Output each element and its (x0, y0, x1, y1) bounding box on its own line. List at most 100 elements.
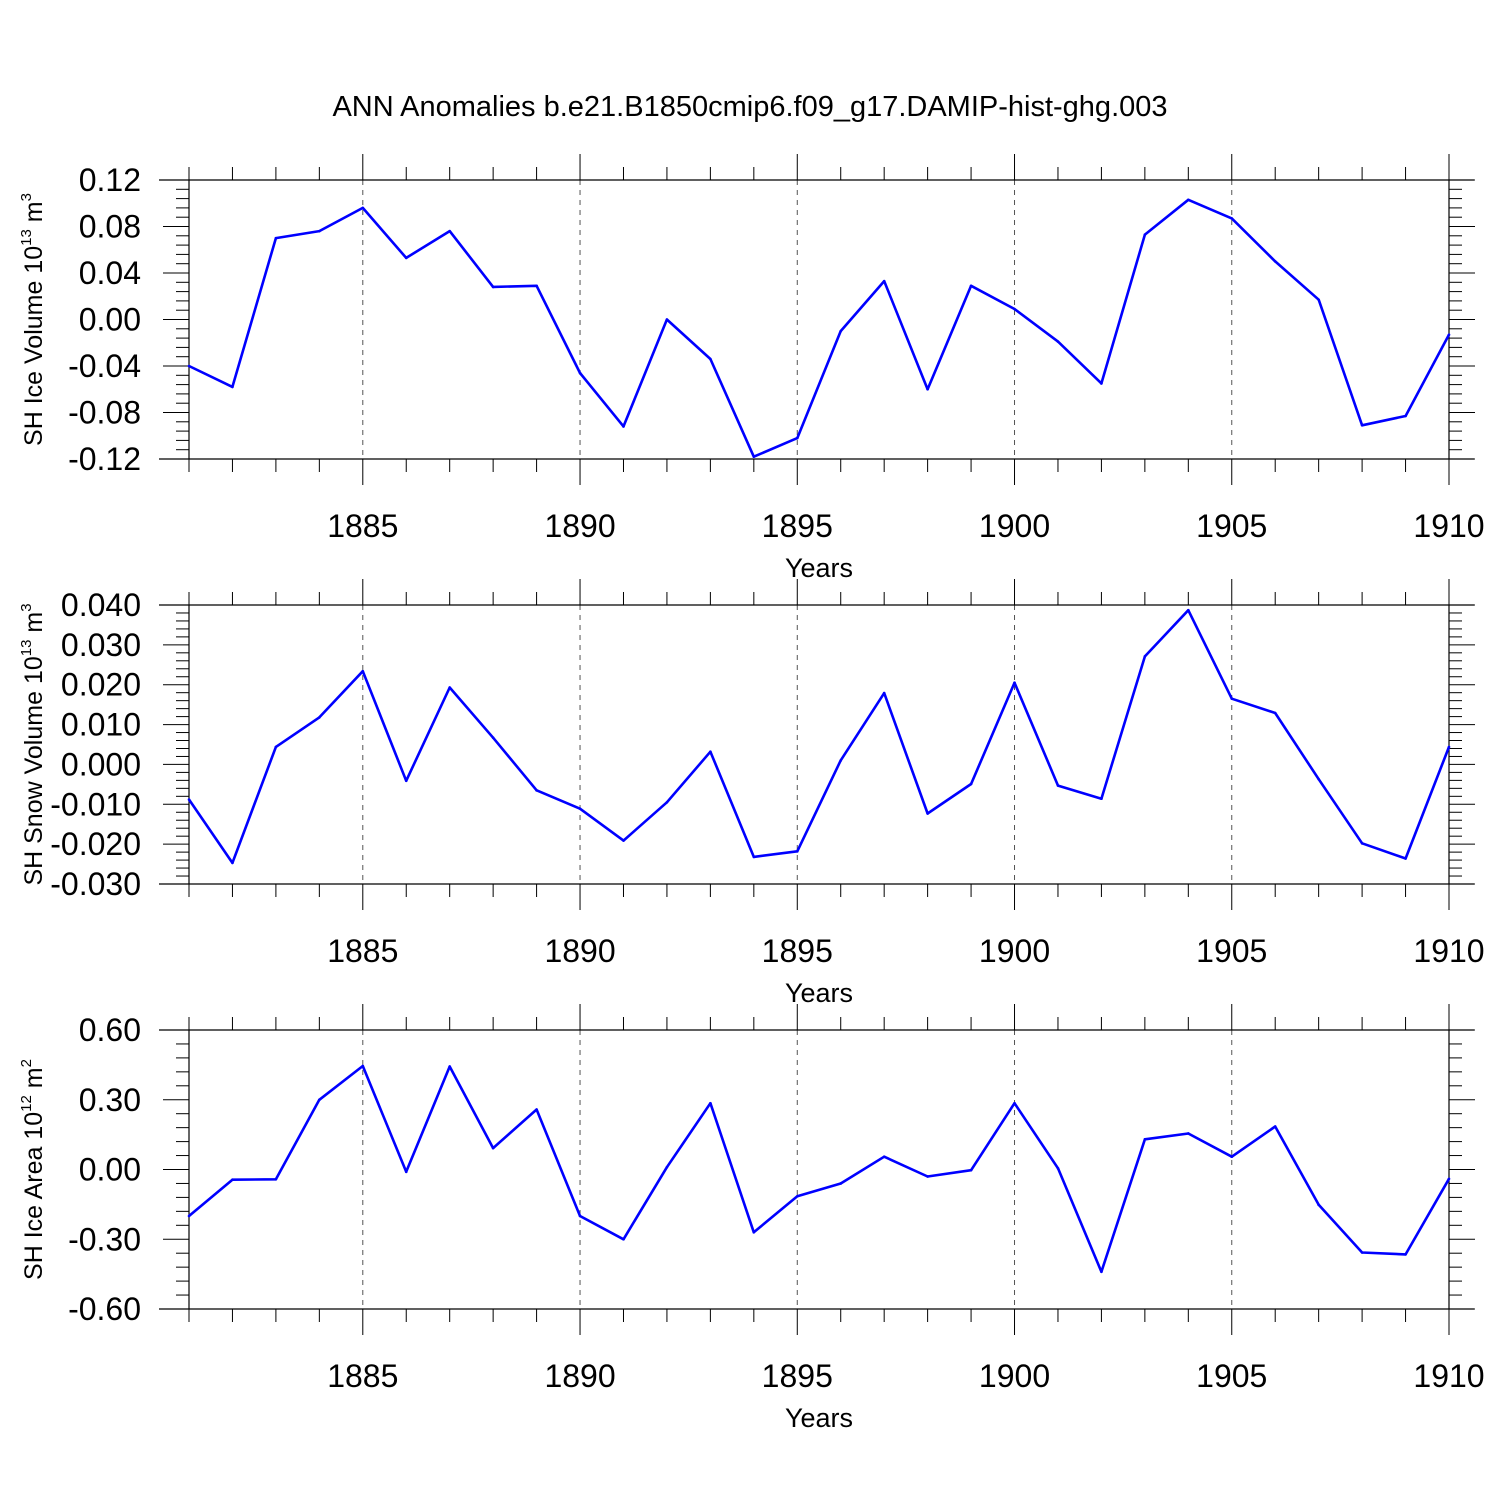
data-point (1013, 307, 1016, 311)
x-axis-label: Years (785, 1403, 853, 1433)
data-point (1447, 745, 1451, 749)
data-point (795, 436, 799, 440)
data-point (1404, 1253, 1407, 1256)
x-tick-label: 1900 (979, 508, 1050, 544)
data-point (1056, 784, 1060, 787)
data-point (448, 686, 451, 689)
data-point (1360, 842, 1364, 845)
data-point (404, 779, 408, 783)
data-point (1100, 382, 1103, 385)
data-point (535, 284, 538, 288)
y-tick-label: 0.08 (79, 209, 141, 245)
y-axis-label: SH Snow Volume 1013 m3 (18, 603, 48, 885)
data-point (361, 1064, 365, 1068)
data-point (1230, 697, 1234, 700)
y-tick-label: 0.60 (79, 1012, 141, 1048)
data-point (1360, 423, 1364, 427)
data-point (187, 798, 191, 801)
series-line (187, 608, 1451, 865)
data-point (1230, 1155, 1234, 1159)
data-point (1273, 711, 1277, 715)
panel-1: 1885 1890 1895 1900 1905 1910 Years 0.12 0.08 0.0… (18, 154, 1485, 583)
data-point (1187, 608, 1190, 612)
x-tick-label: 1905 (1196, 933, 1267, 969)
data-point (231, 385, 234, 389)
data-point (1360, 1251, 1364, 1254)
data-point (1230, 217, 1234, 220)
data-point (1187, 1132, 1190, 1135)
data-point (1143, 233, 1147, 236)
data-point (752, 455, 756, 458)
data-point (882, 279, 886, 283)
data-point (231, 861, 234, 865)
y-tick-label: 0.04 (79, 255, 141, 291)
data-point (926, 387, 929, 391)
data-point (1317, 777, 1320, 781)
x-axis-label: Years (785, 553, 853, 583)
x-tick-label: 1895 (762, 508, 833, 544)
data-point (752, 855, 756, 859)
data-point (491, 736, 495, 740)
y-tick-label: -0.020 (50, 826, 141, 862)
data-point (1187, 198, 1190, 202)
x-tick-label: 1890 (544, 1358, 615, 1394)
figure-title: ANN Anomalies b.e21.B1850cmip6.f09_g17.D… (332, 91, 1167, 123)
x-tick-label: 1890 (544, 933, 615, 969)
data-point (622, 425, 625, 428)
data-point (361, 669, 365, 673)
y-tick-label: -0.030 (50, 866, 141, 902)
data-point (1056, 1167, 1060, 1170)
data-point (665, 800, 669, 804)
data-point (448, 229, 451, 233)
y-axis-label: SH Ice Area 1012 m2 (18, 1059, 48, 1280)
y-tick-label: 0.030 (61, 627, 141, 663)
data-point (882, 1155, 886, 1159)
data-point (1143, 655, 1147, 658)
data-point (969, 1168, 973, 1172)
data-point (665, 318, 669, 321)
data-point (839, 1182, 843, 1185)
data-point (795, 850, 799, 853)
data-point (1013, 1101, 1016, 1105)
data-point (1404, 414, 1407, 418)
data-point (274, 1177, 278, 1181)
data-point (274, 745, 278, 749)
y-tick-label: 0.30 (79, 1082, 141, 1118)
y-tick-label: 0.010 (61, 707, 141, 743)
y-tick-label: 0.000 (61, 746, 141, 782)
data-point (926, 1175, 929, 1178)
data-point (1143, 1137, 1147, 1141)
y-tick-label: 0.040 (61, 587, 141, 623)
data-point (1404, 857, 1407, 860)
data-point (1100, 1270, 1103, 1274)
y-axis-label: SH Ice Volume 1013 m3 (18, 193, 48, 446)
data-point (926, 812, 929, 815)
data-point (1317, 1203, 1320, 1207)
x-tick-label: 1905 (1196, 1358, 1267, 1394)
data-point (318, 716, 321, 719)
data-point (1447, 333, 1451, 336)
y-tick-label: -0.12 (68, 441, 141, 477)
y-tick-label: 0.00 (79, 302, 141, 338)
data-point (969, 782, 973, 786)
panel-2: 1885 1890 1895 1900 1905 1910 Years 0.040 0.030 0… (18, 579, 1485, 1008)
x-axis-label: Years (785, 978, 853, 1008)
data-point (231, 1178, 234, 1182)
data-point (839, 759, 843, 762)
data-point (1273, 260, 1277, 263)
data-point (665, 1165, 669, 1169)
data-point (491, 285, 495, 289)
data-point (318, 229, 321, 233)
panel-3: 1885 1890 1895 1900 1905 1910 Years 0.60 0.30 0.0… (18, 1004, 1485, 1433)
data-point (622, 839, 625, 842)
x-tick-label: 1910 (1413, 933, 1484, 969)
x-tick-label: 1890 (544, 508, 615, 544)
y-tick-label: -0.010 (50, 786, 141, 822)
data-point (709, 357, 712, 361)
data-point (709, 750, 712, 753)
data-point (795, 1194, 799, 1198)
y-tick-label: 0.020 (61, 667, 141, 703)
x-tick-label: 1910 (1413, 508, 1484, 544)
data-point (578, 1214, 582, 1218)
data-point (187, 364, 191, 368)
